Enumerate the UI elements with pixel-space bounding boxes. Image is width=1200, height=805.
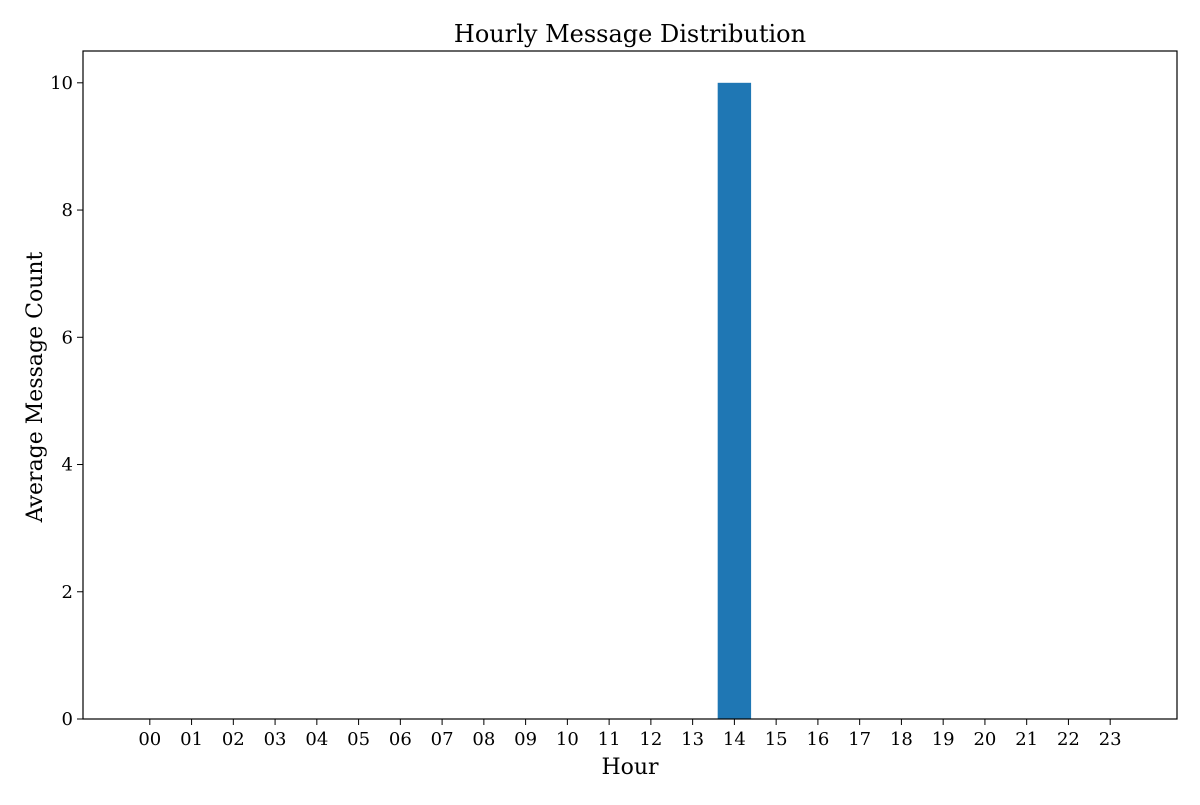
x-tick-label: 04	[305, 729, 328, 750]
x-tick-label: 19	[932, 729, 955, 750]
x-tick-label: 11	[598, 729, 621, 750]
x-tick-label: 17	[848, 729, 871, 750]
plot-frame	[82, 50, 1178, 720]
x-tick-label: 15	[765, 729, 788, 750]
x-tick-label: 09	[514, 729, 537, 750]
x-tick-label: 10	[556, 729, 579, 750]
y-tick-label: 10	[50, 73, 73, 94]
y-tick-label: 6	[62, 327, 73, 348]
x-tick-label: 14	[723, 729, 746, 750]
x-tick-label: 23	[1099, 729, 1122, 750]
y-axis-label: Average Message Count	[23, 251, 48, 523]
x-tick-label: 05	[347, 729, 370, 750]
bar-14	[717, 82, 752, 720]
y-tick-label: 0	[62, 709, 73, 730]
y-tick-label: 8	[62, 200, 73, 221]
x-tick-label: 20	[973, 729, 996, 750]
x-tick-label: 16	[806, 729, 829, 750]
x-tick-label: 18	[890, 729, 913, 750]
x-tick-label: 13	[681, 729, 704, 750]
x-tick-label: 00	[138, 729, 161, 750]
x-tick-label: 07	[431, 729, 454, 750]
plot-area: 00 01 02 03 04 05 06 07 08 09 10 11 12 13 14 15 16 17 18 19…	[50, 73, 1122, 750]
x-tick-label: 08	[472, 729, 495, 750]
x-axis-label: Hour	[601, 755, 659, 780]
y-tick-label: 4	[62, 455, 73, 476]
x-tick-label: 01	[180, 729, 203, 750]
y-tick-label: 2	[62, 582, 73, 603]
chart-title: Hourly Message Distribution	[454, 20, 806, 48]
x-tick-label: 12	[639, 729, 662, 750]
x-tick-label: 21	[1015, 729, 1038, 750]
x-tick-label: 03	[264, 729, 287, 750]
x-tick-label: 02	[222, 729, 245, 750]
x-tick-label: 22	[1057, 729, 1080, 750]
x-tick-label: 06	[389, 729, 412, 750]
